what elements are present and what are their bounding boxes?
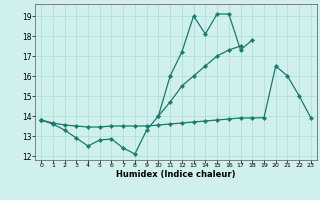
X-axis label: Humidex (Indice chaleur): Humidex (Indice chaleur) <box>116 170 236 179</box>
